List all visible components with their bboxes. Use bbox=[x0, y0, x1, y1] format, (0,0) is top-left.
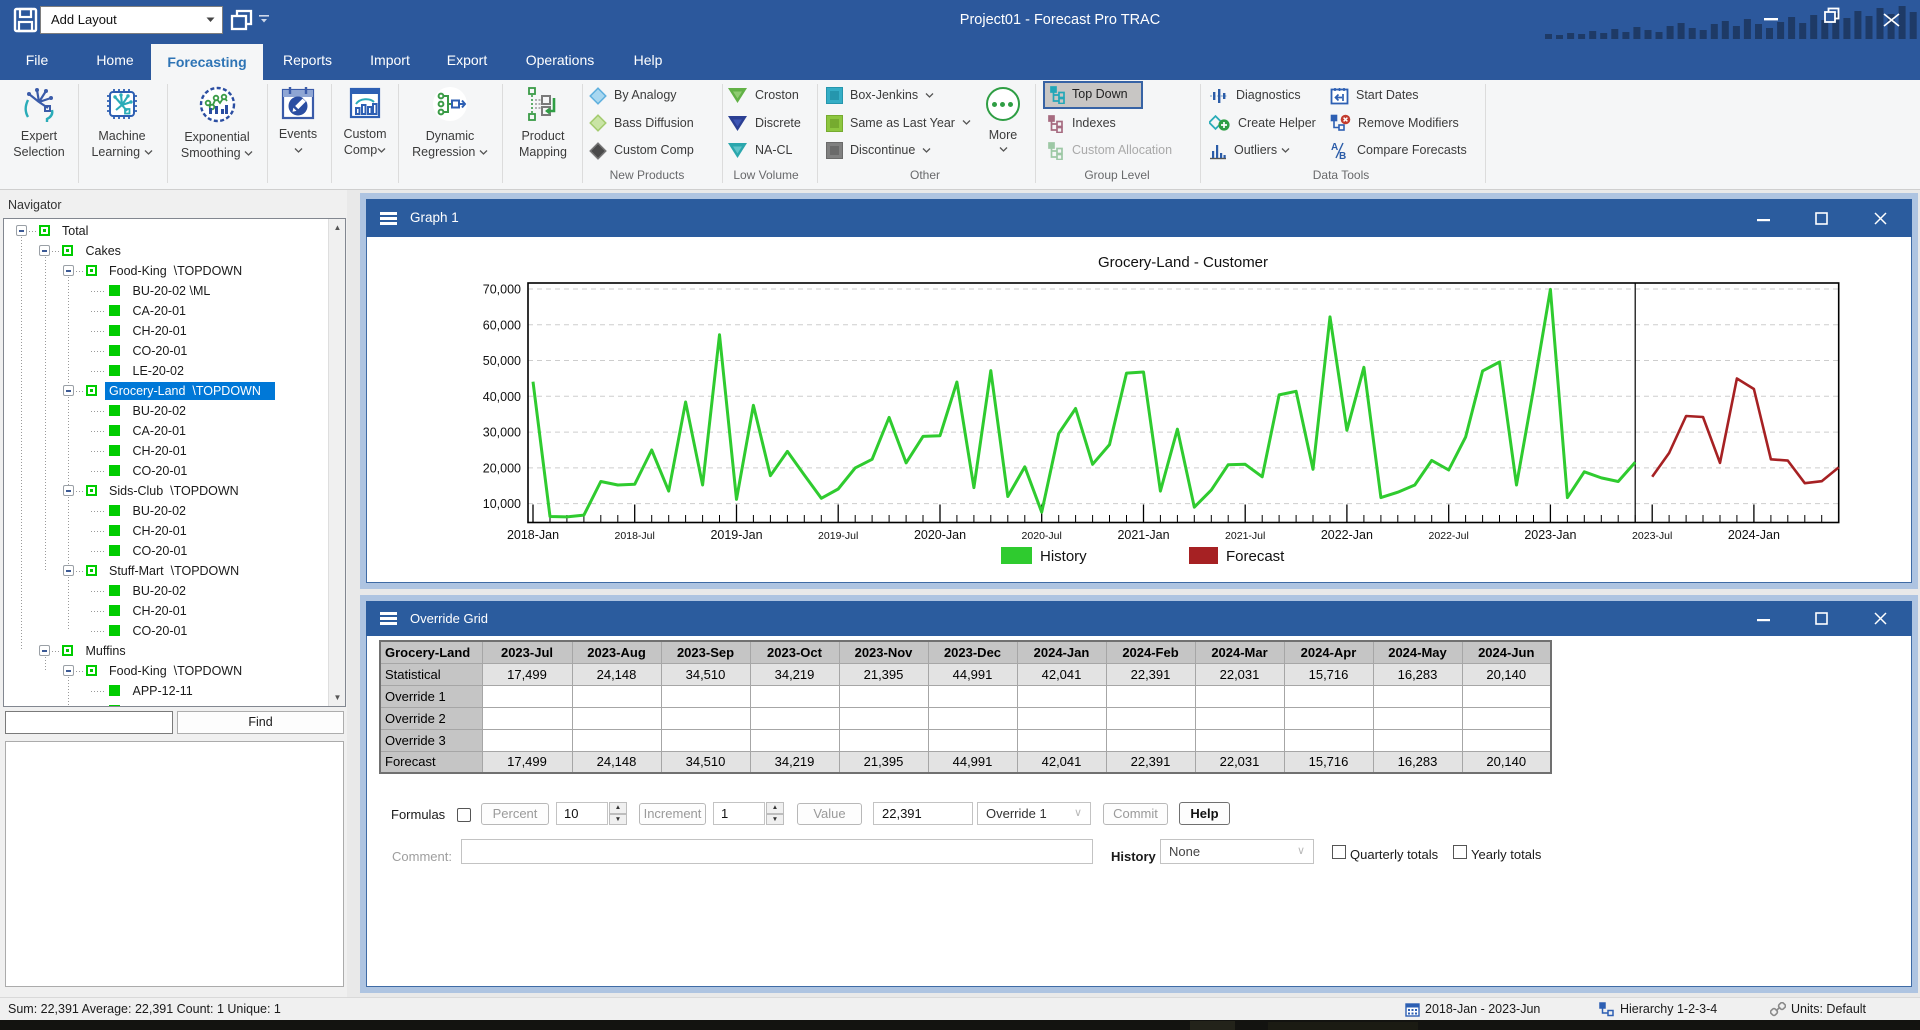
svg-text:Grocery-Land - Customer: Grocery-Land - Customer bbox=[1098, 254, 1268, 271]
svg-text:2023-Jul: 2023-Jul bbox=[1632, 530, 1672, 542]
svg-text:Forecast: Forecast bbox=[1226, 548, 1285, 565]
svg-text:2022-Jul: 2022-Jul bbox=[1429, 530, 1469, 542]
svg-text:2023-Jan: 2023-Jan bbox=[1524, 528, 1576, 542]
svg-text:History: History bbox=[1040, 548, 1087, 565]
svg-text:2021-Jul: 2021-Jul bbox=[1225, 530, 1265, 542]
svg-text:10,000: 10,000 bbox=[483, 497, 521, 511]
svg-text:60,000: 60,000 bbox=[483, 318, 521, 332]
svg-text:40,000: 40,000 bbox=[483, 390, 521, 404]
svg-text:2020-Jul: 2020-Jul bbox=[1022, 530, 1062, 542]
svg-text:2021-Jan: 2021-Jan bbox=[1117, 528, 1169, 542]
svg-text:2018-Jan: 2018-Jan bbox=[507, 528, 559, 542]
svg-text:2019-Jan: 2019-Jan bbox=[710, 528, 762, 542]
svg-text:70,000: 70,000 bbox=[483, 283, 521, 297]
svg-text:2019-Jul: 2019-Jul bbox=[818, 530, 858, 542]
svg-text:2018-Jul: 2018-Jul bbox=[615, 530, 655, 542]
svg-text:2024-Jan: 2024-Jan bbox=[1728, 528, 1780, 542]
svg-text:50,000: 50,000 bbox=[483, 354, 521, 368]
svg-text:B: B bbox=[1339, 151, 1346, 160]
svg-text:20,000: 20,000 bbox=[483, 461, 521, 475]
svg-text:2022-Jan: 2022-Jan bbox=[1321, 528, 1373, 542]
svg-text:30,000: 30,000 bbox=[483, 426, 521, 440]
svg-text:2020-Jan: 2020-Jan bbox=[914, 528, 966, 542]
svg-text:A: A bbox=[1331, 142, 1338, 153]
